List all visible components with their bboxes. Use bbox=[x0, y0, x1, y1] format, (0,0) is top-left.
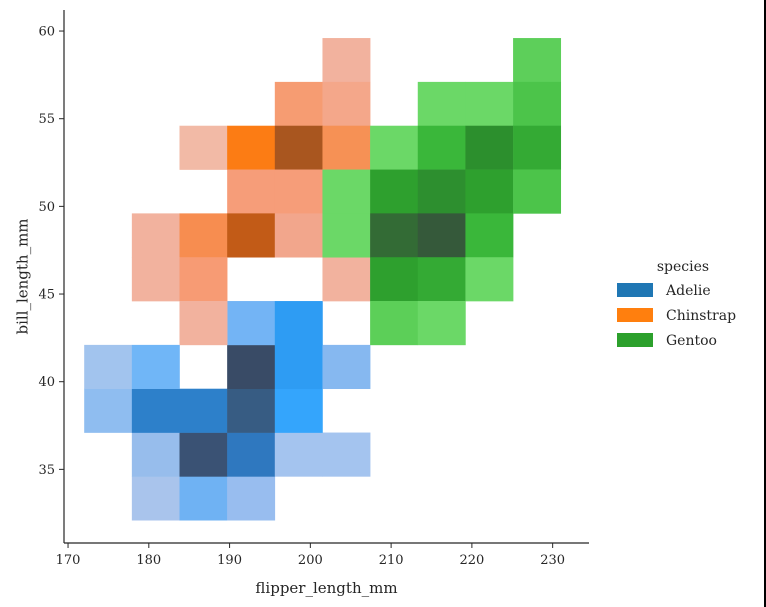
heatmap-cell-adelie-17 bbox=[322, 344, 371, 390]
x-tick-label-180: 180 bbox=[136, 553, 161, 568]
heatmap-cell-gentoo-14 bbox=[322, 213, 371, 258]
x-tick-label-200: 200 bbox=[298, 553, 323, 568]
heatmap-cell-gentoo-4 bbox=[513, 81, 562, 127]
heatmap-cell-adelie-2 bbox=[227, 476, 276, 521]
heatmap-cell-adelie-11 bbox=[227, 388, 276, 433]
heatmap-cell-adelie-3 bbox=[131, 432, 180, 477]
legend-swatch-gentoo bbox=[617, 333, 653, 347]
heatmap-cell-chinstrap-2 bbox=[274, 81, 323, 127]
x-ticks: 170 180 190 200 210 220 230 bbox=[56, 543, 565, 568]
x-tick-label-190: 190 bbox=[217, 553, 242, 568]
y-tick-label-35: 35 bbox=[38, 463, 55, 478]
legend: species Adelie Chinstrap Gentoo bbox=[617, 259, 736, 349]
heatmap-cell-gentoo-7 bbox=[465, 125, 514, 170]
heatmap-cell-gentoo-3 bbox=[465, 81, 514, 127]
heatmap-cell-adelie-14 bbox=[131, 344, 180, 390]
legend-label-chinstrap: Chinstrap bbox=[666, 308, 736, 324]
heatmap-cell-adelie-8 bbox=[84, 388, 133, 433]
heatmap-cell-chinstrap-10 bbox=[131, 213, 180, 258]
heatmap-cell-gentoo-8 bbox=[513, 125, 562, 170]
y-tick-label-60: 60 bbox=[38, 25, 55, 40]
heatmap-cell-gentoo-10 bbox=[370, 169, 419, 214]
heatmap-cell-gentoo-20 bbox=[465, 257, 514, 302]
legend-label-gentoo: Gentoo bbox=[666, 333, 717, 349]
heatmap-cell-chinstrap-9 bbox=[274, 169, 323, 214]
heatmap-cell-chinstrap-3 bbox=[322, 81, 371, 127]
heatmap-cell-chinstrap-13 bbox=[274, 213, 323, 258]
x-axis-label: flipper_length_mm bbox=[255, 579, 397, 597]
heatmap-cell-chinstrap-17 bbox=[179, 301, 228, 346]
y-axis-label: bill_length_mm bbox=[13, 218, 31, 334]
heatmap-cell-chinstrap-6 bbox=[274, 125, 323, 170]
heatmap-cell-adelie-18 bbox=[227, 301, 276, 346]
heatmap-cell-adelie-9 bbox=[131, 388, 180, 433]
heatmap-cell-adelie-7 bbox=[322, 432, 371, 477]
heatmap-cell-chinstrap-5 bbox=[227, 125, 276, 170]
heatmap-cell-adelie-10 bbox=[179, 388, 228, 433]
heatmap-cell-gentoo-18 bbox=[370, 257, 419, 302]
x-tick-label-220: 220 bbox=[459, 553, 484, 568]
y-tick-label-50: 50 bbox=[38, 200, 55, 215]
y-tick-label-40: 40 bbox=[38, 375, 55, 390]
heatmap-cell-adelie-1 bbox=[179, 476, 228, 521]
legend-swatch-adelie bbox=[617, 283, 653, 297]
heatmap-cell-adelie-0 bbox=[131, 476, 180, 521]
heatmap-cell-gentoo-11 bbox=[417, 169, 466, 214]
heatmap-cell-chinstrap-7 bbox=[322, 125, 371, 170]
heatmap-cell-chinstrap-15 bbox=[179, 257, 228, 302]
heatmap-cell-adelie-16 bbox=[274, 344, 323, 390]
heatmap-cell-chinstrap-14 bbox=[131, 257, 180, 302]
axes bbox=[63, 10, 589, 544]
heatmap-cell-gentoo-5 bbox=[370, 125, 419, 170]
heatmap-cell-chinstrap-1 bbox=[322, 38, 371, 83]
legend-swatch-chinstrap bbox=[617, 308, 653, 322]
heatmap-cell-chinstrap-16 bbox=[322, 257, 371, 302]
heatmap-cell-adelie-6 bbox=[274, 432, 323, 477]
heatmap-cell-gentoo-1 bbox=[513, 38, 562, 83]
heatmap-cell-gentoo-9 bbox=[322, 169, 371, 214]
x-tick-label-170: 170 bbox=[56, 553, 81, 568]
heatmap-cell-gentoo-13 bbox=[513, 169, 562, 214]
heatmap-cell-gentoo-21 bbox=[370, 301, 419, 346]
x-tick-label-210: 210 bbox=[379, 553, 404, 568]
heatmap-cell-adelie-5 bbox=[227, 432, 276, 477]
heatmap-cell-gentoo-17 bbox=[465, 213, 514, 258]
heatmap-cell-gentoo-12 bbox=[465, 169, 514, 214]
heatmap-cell-chinstrap-8 bbox=[227, 169, 276, 214]
heatmap-cells bbox=[84, 38, 562, 521]
heatmap-cell-adelie-15 bbox=[227, 344, 276, 390]
heatmap-cell-adelie-19 bbox=[274, 301, 323, 346]
x-tick-label-230: 230 bbox=[540, 553, 565, 568]
heatmap-cell-gentoo-22 bbox=[417, 301, 466, 346]
heatmap-cell-chinstrap-12 bbox=[227, 213, 276, 258]
heatmap-cell-chinstrap-11 bbox=[179, 213, 228, 258]
legend-label-adelie: Adelie bbox=[665, 283, 711, 299]
heatmap-cell-gentoo-19 bbox=[417, 257, 466, 302]
y-tick-label-55: 55 bbox=[38, 112, 55, 127]
y-ticks: 35 40 45 50 55 60 bbox=[38, 25, 64, 478]
legend-entries: Adelie Chinstrap Gentoo bbox=[617, 283, 736, 349]
heatmap-cell-gentoo-2 bbox=[417, 81, 466, 127]
y-tick-label-45: 45 bbox=[38, 288, 55, 303]
heatmap-cell-adelie-13 bbox=[84, 344, 133, 390]
heatmap-cell-adelie-4 bbox=[179, 432, 228, 477]
heatmap-cell-gentoo-6 bbox=[417, 125, 466, 170]
heatmap-cell-gentoo-15 bbox=[370, 213, 419, 258]
heatmap-cell-adelie-12 bbox=[274, 388, 323, 433]
heatmap-cell-gentoo-16 bbox=[417, 213, 466, 258]
legend-title: species bbox=[657, 259, 709, 275]
heatmap-cell-chinstrap-4 bbox=[179, 125, 228, 170]
